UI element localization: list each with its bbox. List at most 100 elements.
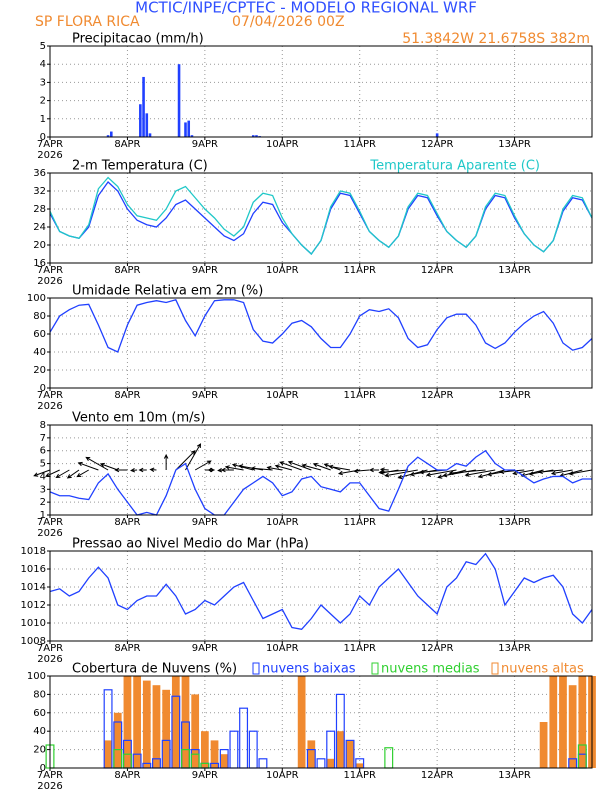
y-tick-label: 3 bbox=[40, 484, 46, 495]
wind-arrow bbox=[368, 467, 380, 473]
line bbox=[49, 299, 593, 353]
bar bbox=[110, 131, 113, 137]
run-date: 07/04/2026 00Z bbox=[232, 14, 345, 30]
y-tick-label: 100 bbox=[27, 293, 46, 304]
panel-frame bbox=[49, 172, 593, 264]
location: SP FLORA RICA bbox=[35, 14, 140, 30]
y-tick-label: 1 bbox=[40, 114, 46, 125]
wind-arrow bbox=[224, 465, 244, 471]
y-tick-label: 5 bbox=[40, 459, 46, 470]
bar bbox=[355, 763, 364, 768]
x-tick-label: 10APR bbox=[266, 390, 299, 401]
wind-arrow bbox=[66, 469, 80, 479]
bar bbox=[210, 740, 219, 768]
x-tick-label: 13APR bbox=[498, 643, 531, 654]
bar bbox=[162, 689, 171, 768]
wind-arrow bbox=[99, 462, 118, 471]
y-tick-label: 0 bbox=[40, 132, 46, 143]
bar bbox=[139, 104, 142, 137]
bar bbox=[336, 731, 345, 768]
x-tick-label: 7APR bbox=[37, 770, 63, 781]
wind-arrow bbox=[266, 465, 283, 471]
x-tick-label: 12APR bbox=[421, 643, 454, 654]
x-tick-label: 10APR bbox=[266, 770, 299, 781]
panel-frame bbox=[49, 297, 593, 389]
x-tick-label: 11APR bbox=[343, 390, 376, 401]
bar bbox=[239, 707, 249, 769]
wind-arrow bbox=[163, 453, 169, 470]
x-year-label: 2026 bbox=[37, 528, 62, 539]
x-year-label: 2026 bbox=[37, 781, 62, 792]
bar bbox=[229, 730, 239, 769]
wind-arrow bbox=[55, 469, 70, 479]
wind-arrow bbox=[378, 469, 409, 475]
x-tick-label: 13APR bbox=[498, 770, 531, 781]
y-tick-label: 20 bbox=[33, 745, 46, 756]
y-tick-label: 16 bbox=[33, 258, 46, 269]
wind-arrow bbox=[477, 469, 506, 479]
x-tick-label: 10APR bbox=[266, 517, 299, 528]
wind-arrow bbox=[77, 461, 99, 471]
bar bbox=[190, 135, 194, 137]
x-tick-label: 11APR bbox=[343, 643, 376, 654]
bar bbox=[326, 758, 335, 768]
bar bbox=[148, 133, 152, 137]
y-tick-label: 1010 bbox=[21, 618, 46, 629]
x-tick-label: 8APR bbox=[114, 390, 140, 401]
bar bbox=[113, 712, 122, 768]
y-tick-label: 80 bbox=[33, 689, 46, 700]
x-tick-label: 13APR bbox=[498, 265, 531, 276]
y-tick-label: 40 bbox=[33, 347, 46, 358]
panel-title: Pressao ao Nivel Medio do Mar (hPa) bbox=[72, 537, 309, 552]
x-tick-label: 7APR bbox=[37, 517, 63, 528]
bar bbox=[384, 747, 394, 769]
x-tick-label: 11APR bbox=[343, 139, 376, 150]
bar bbox=[255, 135, 258, 137]
wind-arrow bbox=[85, 456, 109, 471]
y-tick-label: 28 bbox=[33, 204, 46, 215]
bar bbox=[346, 740, 354, 768]
y-tick-label: 3 bbox=[40, 77, 46, 88]
panel-title: 2-m Temperatura (C) bbox=[72, 159, 208, 174]
bar bbox=[177, 64, 181, 137]
x-tick-label: 9APR bbox=[192, 643, 218, 654]
y-tick-label: 2 bbox=[40, 497, 46, 508]
bar bbox=[258, 758, 268, 769]
y-tick-label: 2 bbox=[40, 96, 46, 107]
wind-arrow bbox=[353, 468, 370, 474]
bar bbox=[307, 740, 316, 768]
y-tick-label: 60 bbox=[33, 708, 46, 719]
x-tick-label: 8APR bbox=[114, 643, 140, 654]
y-tick-label: 80 bbox=[33, 311, 46, 322]
wind-arrow bbox=[448, 469, 486, 476]
y-tick-label: 1018 bbox=[21, 546, 46, 557]
wind-arrow bbox=[138, 467, 147, 473]
wind-arrow bbox=[175, 450, 196, 471]
page-title: MCTIC/INPE/CPTEC - MODELO REGIONAL WRF bbox=[135, 0, 477, 17]
line bbox=[49, 552, 593, 631]
wind-arrow bbox=[274, 464, 293, 471]
x-tick-label: 8APR bbox=[114, 265, 140, 276]
bar bbox=[184, 122, 187, 137]
y-tick-label: 8 bbox=[40, 420, 46, 431]
wind-arrow bbox=[220, 467, 234, 473]
x-year-label: 2026 bbox=[37, 654, 62, 665]
y-tick-label: 24 bbox=[33, 222, 46, 233]
y-tick-label: 0 bbox=[40, 383, 46, 394]
x-tick-label: 8APR bbox=[114, 770, 140, 781]
wind-arrow bbox=[185, 443, 202, 471]
panel-frame bbox=[49, 45, 593, 138]
wind-arrow bbox=[45, 469, 60, 477]
wind-arrow bbox=[114, 467, 128, 473]
x-tick-label: 10APR bbox=[266, 265, 299, 276]
wind-arrow bbox=[287, 460, 312, 471]
x-tick-label: 10APR bbox=[266, 643, 299, 654]
y-tick-label: 4 bbox=[40, 59, 46, 70]
x-tick-label: 12APR bbox=[421, 390, 454, 401]
bar bbox=[152, 685, 161, 768]
y-tick-label: 32 bbox=[33, 186, 46, 197]
x-tick-label: 11APR bbox=[343, 265, 376, 276]
x-tick-label: 9APR bbox=[192, 770, 218, 781]
